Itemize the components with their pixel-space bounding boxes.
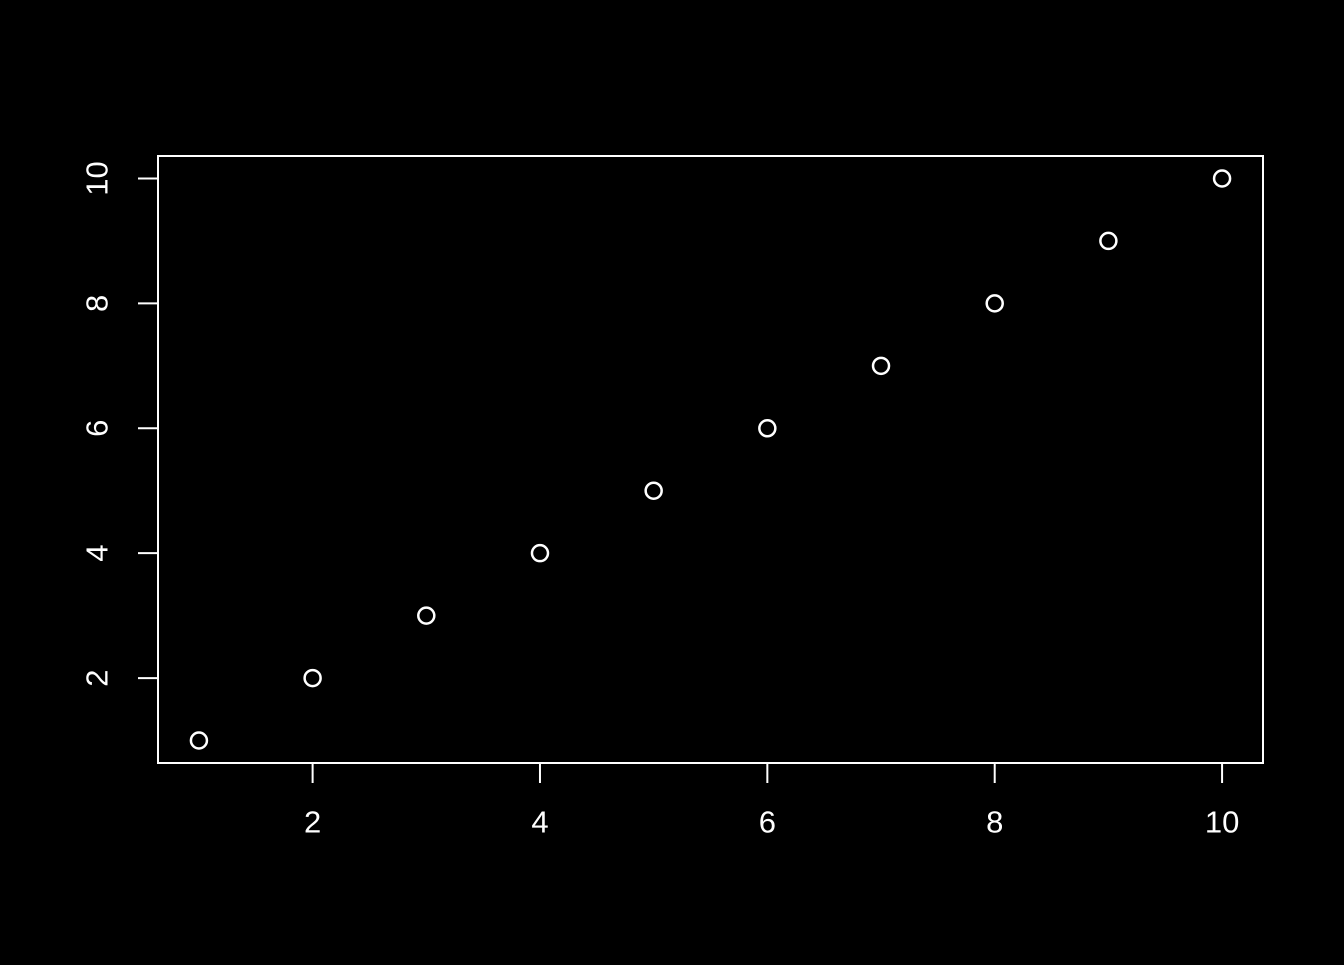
y-tick-label: 8 (80, 295, 115, 312)
x-tick-label: 10 (1205, 805, 1239, 840)
scatter-point (871, 356, 891, 376)
y-tick-label: 4 (80, 545, 115, 562)
y-tick-label: 10 (80, 161, 115, 195)
scatter-point (417, 606, 436, 625)
scatter-point (530, 543, 550, 563)
scatter-point (189, 731, 209, 750)
scatter-point (644, 481, 663, 500)
scatter-point (985, 294, 1004, 313)
x-tick-label: 4 (531, 805, 548, 840)
scatter-point (758, 419, 777, 438)
plot-border (157, 155, 1264, 764)
scatter-point (1212, 169, 1232, 188)
x-tick-label: 6 (759, 805, 776, 840)
y-tick-label: 2 (80, 669, 115, 686)
y-tick-label: 6 (80, 420, 115, 437)
x-tick-label: 8 (986, 805, 1003, 840)
scatter-point (1099, 231, 1118, 251)
x-tick-label: 2 (304, 805, 321, 840)
scatter-point (303, 668, 322, 688)
